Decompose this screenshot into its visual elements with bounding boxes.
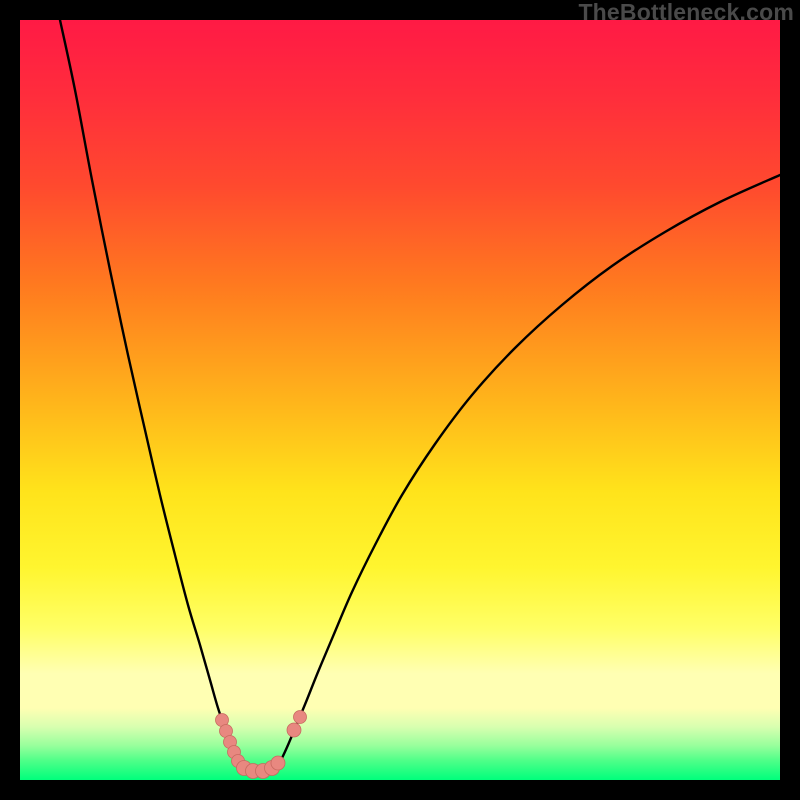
chart-frame: TheBottleneck.com	[0, 0, 800, 800]
marker-dot	[271, 756, 285, 770]
gradient-background	[20, 20, 780, 780]
marker-dot	[287, 723, 301, 737]
marker-dot	[294, 711, 307, 724]
bottleneck-curve-chart	[0, 0, 800, 800]
watermark-text: TheBottleneck.com	[578, 0, 794, 26]
